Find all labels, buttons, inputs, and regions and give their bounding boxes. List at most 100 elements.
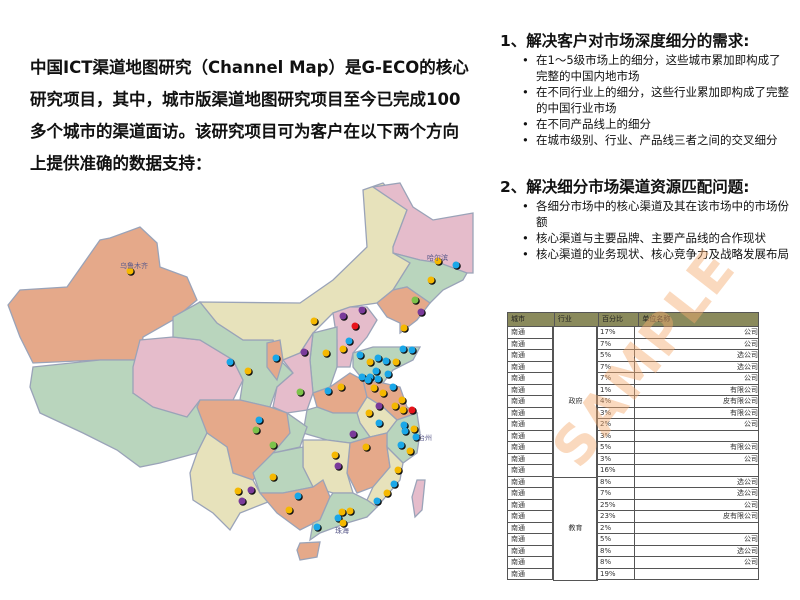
city-marker[interactable] <box>375 419 383 427</box>
city-marker[interactable] <box>334 514 342 522</box>
city-marker[interactable] <box>400 421 408 429</box>
bullet-text: 核心渠道与主要品牌、主要产品线的合作现状 <box>536 231 766 245</box>
city-marker[interactable] <box>334 462 342 470</box>
city-marker[interactable] <box>434 257 442 265</box>
city-marker[interactable] <box>337 383 345 391</box>
city-marker[interactable] <box>358 306 366 314</box>
bullet-text: 在1～5级市场上的细分，这些城市累加即构成了完整的中国内地市场 <box>536 53 781 83</box>
city-marker[interactable] <box>399 406 407 414</box>
table-row: 南通 3% <box>507 430 759 442</box>
city-marker[interactable] <box>247 486 255 494</box>
cell-city: 南通 <box>507 338 553 350</box>
bullet-item: • 核心渠道与主要品牌、主要产品线的合作现状 <box>522 230 790 246</box>
city-marker[interactable] <box>411 296 419 304</box>
city-marker[interactable] <box>285 506 293 514</box>
city-marker[interactable] <box>374 354 382 362</box>
city-marker[interactable] <box>399 345 407 353</box>
city-marker[interactable] <box>383 489 391 497</box>
city-marker[interactable] <box>410 425 418 433</box>
city-marker[interactable] <box>358 373 366 381</box>
city-marker[interactable] <box>372 367 380 375</box>
city-marker[interactable] <box>269 441 277 449</box>
city-marker[interactable] <box>384 370 392 378</box>
table-header: 城市 行业 百分比 单位名称 <box>507 312 759 327</box>
city-marker[interactable] <box>300 348 308 356</box>
cell-company <box>635 522 759 534</box>
city-marker[interactable] <box>375 402 383 410</box>
city-marker[interactable] <box>349 430 357 438</box>
city-marker[interactable] <box>126 267 134 275</box>
city-marker[interactable] <box>313 523 321 531</box>
province-shanxi <box>309 326 338 394</box>
bullet-icon: • <box>522 199 529 213</box>
cell-city: 南通 <box>507 419 553 431</box>
city-marker[interactable] <box>408 406 416 414</box>
city-marker[interactable] <box>296 388 304 396</box>
city-marker[interactable] <box>406 447 414 455</box>
city-marker[interactable] <box>346 507 354 515</box>
bullet-text: 各细分市场中的核心渠道及其在该市场中的市场份额 <box>536 199 789 229</box>
cell-company: 选公司 <box>635 488 759 500</box>
city-marker[interactable] <box>269 473 277 481</box>
city-marker[interactable] <box>391 402 399 410</box>
city-marker[interactable] <box>252 426 260 434</box>
bullet-item: • 在城市级别、行业、产品线三者之间的交叉细分 <box>522 132 790 148</box>
cell-city: 南通 <box>507 453 553 465</box>
city-marker[interactable] <box>339 519 347 527</box>
province-taiwan <box>411 479 426 519</box>
city-marker[interactable] <box>366 358 374 366</box>
city-marker[interactable] <box>397 441 405 449</box>
city-marker[interactable] <box>272 354 280 362</box>
city-marker[interactable] <box>400 324 408 332</box>
city-marker[interactable] <box>339 345 347 353</box>
table-row: 南通 8% 选公司 <box>507 545 759 557</box>
city-marker[interactable] <box>294 492 302 500</box>
city-marker[interactable] <box>401 427 409 435</box>
city-marker[interactable] <box>324 387 332 395</box>
cell-percent: 1% <box>596 384 635 396</box>
city-marker[interactable] <box>364 376 372 384</box>
city-marker[interactable] <box>356 351 364 359</box>
city-marker[interactable] <box>338 508 346 516</box>
city-marker[interactable] <box>412 433 420 441</box>
city-marker[interactable] <box>238 497 246 505</box>
city-marker[interactable] <box>345 337 353 345</box>
province-xinjiang <box>7 226 198 364</box>
city-marker[interactable] <box>398 396 406 404</box>
cell-percent: 5% <box>596 442 635 454</box>
cell-percent: 3% <box>596 407 635 419</box>
city-marker[interactable] <box>339 312 347 320</box>
city-marker[interactable] <box>390 480 398 488</box>
city-marker[interactable] <box>374 375 382 383</box>
city-marker[interactable] <box>373 497 381 505</box>
cell-company: 有限公司 <box>635 407 759 419</box>
city-marker[interactable] <box>417 308 425 316</box>
cell-percent: 4% <box>596 396 635 408</box>
city-marker[interactable] <box>394 466 402 474</box>
city-marker[interactable] <box>234 487 242 495</box>
table-row: 南通 3% 有限公司 <box>507 407 759 419</box>
city-marker[interactable] <box>351 322 359 330</box>
city-marker[interactable] <box>379 389 387 397</box>
city-marker[interactable] <box>244 367 252 375</box>
city-marker[interactable] <box>365 409 373 417</box>
bullet-icon: • <box>522 53 529 67</box>
city-marker[interactable] <box>382 357 390 365</box>
city-marker[interactable] <box>427 276 435 284</box>
city-marker[interactable] <box>310 317 318 325</box>
table-row: 南通 7% 公司 <box>507 373 759 385</box>
cell-percent: 7% <box>596 488 635 500</box>
city-marker[interactable] <box>392 358 400 366</box>
city-marker[interactable] <box>452 261 460 269</box>
city-marker[interactable] <box>331 451 339 459</box>
city-marker[interactable] <box>255 416 263 424</box>
cell-percent: 2% <box>596 522 635 534</box>
city-marker[interactable] <box>322 349 330 357</box>
city-marker[interactable] <box>370 384 378 392</box>
cell-company: 公司 <box>635 534 759 546</box>
city-marker[interactable] <box>362 443 370 451</box>
city-marker[interactable] <box>408 346 416 354</box>
city-marker[interactable] <box>226 358 234 366</box>
city-marker[interactable] <box>389 383 397 391</box>
cell-company: 选公司 <box>635 476 759 488</box>
